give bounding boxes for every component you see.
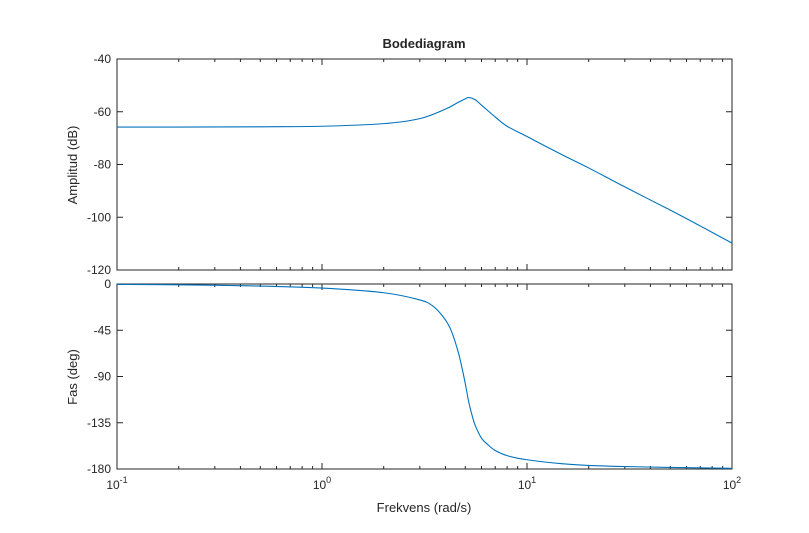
magnitude-y-tick-label: -100 — [87, 210, 111, 224]
magnitude-y-tick-label: -60 — [94, 105, 112, 119]
phase-y-tick-label: 0 — [104, 277, 111, 291]
magnitude-y-tick-label: -120 — [87, 263, 111, 277]
phase-axes-box — [116, 283, 733, 470]
magnitude-series-line — [116, 96, 733, 244]
phase-y-tick-label: -180 — [87, 462, 111, 476]
phase-y-axis-label: Fas (deg) — [65, 349, 80, 405]
phase-series-line — [116, 283, 733, 469]
phase-y-tick-label: -45 — [94, 323, 112, 337]
magnitude-y-tick-label: -40 — [94, 52, 112, 66]
x-tick-label: 100 — [313, 475, 331, 492]
x-tick-label: 101 — [518, 475, 536, 492]
magnitude-y-tick-label: -80 — [94, 158, 112, 172]
magnitude-axes-box — [116, 58, 733, 271]
chart-title: Bodediagram — [382, 36, 465, 51]
x-tick-label: 10-1 — [106, 475, 127, 492]
phase-panel: Fas (deg) Frekvens (rad/s) 0 -45 -90 -135 -1… — [65, 277, 741, 515]
x-axis-label: Frekvens (rad/s) — [377, 500, 472, 515]
x-tick-label: 102 — [723, 475, 741, 492]
phase-y-tick-label: -90 — [94, 370, 112, 384]
magnitude-panel: Bodediagram Amplitud (dB) -40 -60 -80 -100 -… — [65, 36, 733, 277]
phase-y-tick-label: -135 — [87, 416, 111, 430]
magnitude-y-axis-label: Amplitud (dB) — [65, 126, 80, 205]
